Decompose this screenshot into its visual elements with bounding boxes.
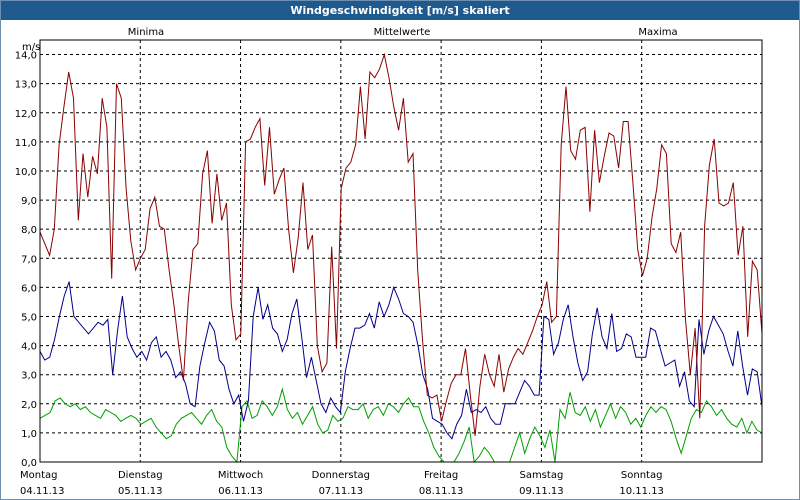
y-tick-label: 6,0 xyxy=(21,283,37,294)
y-tick-label: 1,0 xyxy=(21,429,37,440)
series-line-minima xyxy=(39,387,763,464)
x-date-label: 09.11.13 xyxy=(519,486,564,497)
x-day-label: Montag xyxy=(20,470,57,481)
y-tick-label: 2,0 xyxy=(21,400,37,411)
x-date-label: 06.11.13 xyxy=(218,486,263,497)
y-tick-label: 14,0 xyxy=(15,51,37,62)
x-day-label: Samstag xyxy=(519,470,563,481)
y-tick-label: 12,0 xyxy=(15,109,37,120)
y-tick-label: 13,0 xyxy=(15,80,37,91)
y-tick-label: 7,0 xyxy=(21,254,37,265)
y-tick-label: 11,0 xyxy=(15,138,37,149)
legend-minima: Minima xyxy=(128,27,164,38)
series-line-mittel xyxy=(39,281,763,440)
x-date-label: 08.11.13 xyxy=(419,486,464,497)
y-axis-label: m/s xyxy=(22,42,40,53)
y-tick-label: 0,0 xyxy=(21,458,37,469)
y-axis-ticks: 0,0 1,0 2,0 3,0 4,0 5,0 6,0 7,0 8,0 9,0 10,0 11,0 12… xyxy=(15,51,37,469)
x-day-label: Freitag xyxy=(424,470,458,481)
x-date-label: 07.11.13 xyxy=(319,486,364,497)
x-date-label: 04.11.13 xyxy=(20,486,65,497)
x-date-label: 10.11.13 xyxy=(619,486,664,497)
y-tick-label: 5,0 xyxy=(21,312,37,323)
x-day-label: Donnerstag xyxy=(312,470,370,481)
y-tick-label: 4,0 xyxy=(21,342,37,353)
legend-mittelwerte: Mittelwerte xyxy=(374,27,431,38)
y-tick-label: 10,0 xyxy=(15,167,37,178)
y-tick-label: 9,0 xyxy=(21,196,37,207)
y-tick-label: 3,0 xyxy=(21,371,37,382)
y-tick-label: 8,0 xyxy=(21,225,37,236)
chart-title: Windgeschwindigkeit [m/s] skaliert xyxy=(1,1,799,20)
x-date-label: 05.11.13 xyxy=(118,486,163,497)
legend-maxima: Maxima xyxy=(638,27,677,38)
grid-layer xyxy=(40,40,762,463)
x-day-label: Dienstag xyxy=(118,470,163,481)
x-day-label: Mittwoch xyxy=(218,470,263,481)
series-layer xyxy=(39,52,763,464)
x-day-label: Sonntag xyxy=(621,470,663,481)
plot-frame xyxy=(39,39,763,463)
x-axis-labels: Montag 04.11.13 Dienstag 05.11.13 Mittwoch 06… xyxy=(20,470,664,497)
series-line-maxima xyxy=(39,52,763,436)
